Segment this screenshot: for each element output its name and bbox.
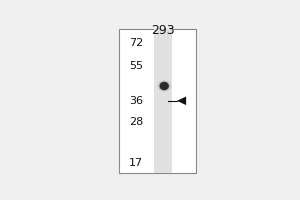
Text: 55: 55 (129, 61, 143, 71)
Text: 28: 28 (129, 117, 143, 127)
Text: 36: 36 (129, 96, 143, 106)
Polygon shape (177, 96, 186, 105)
Text: 293: 293 (151, 24, 175, 37)
Bar (154, 29, 172, 173)
Text: 17: 17 (129, 158, 143, 168)
Ellipse shape (160, 82, 169, 90)
Bar (119, 29, 196, 173)
Ellipse shape (158, 81, 171, 91)
Text: 72: 72 (129, 38, 143, 48)
